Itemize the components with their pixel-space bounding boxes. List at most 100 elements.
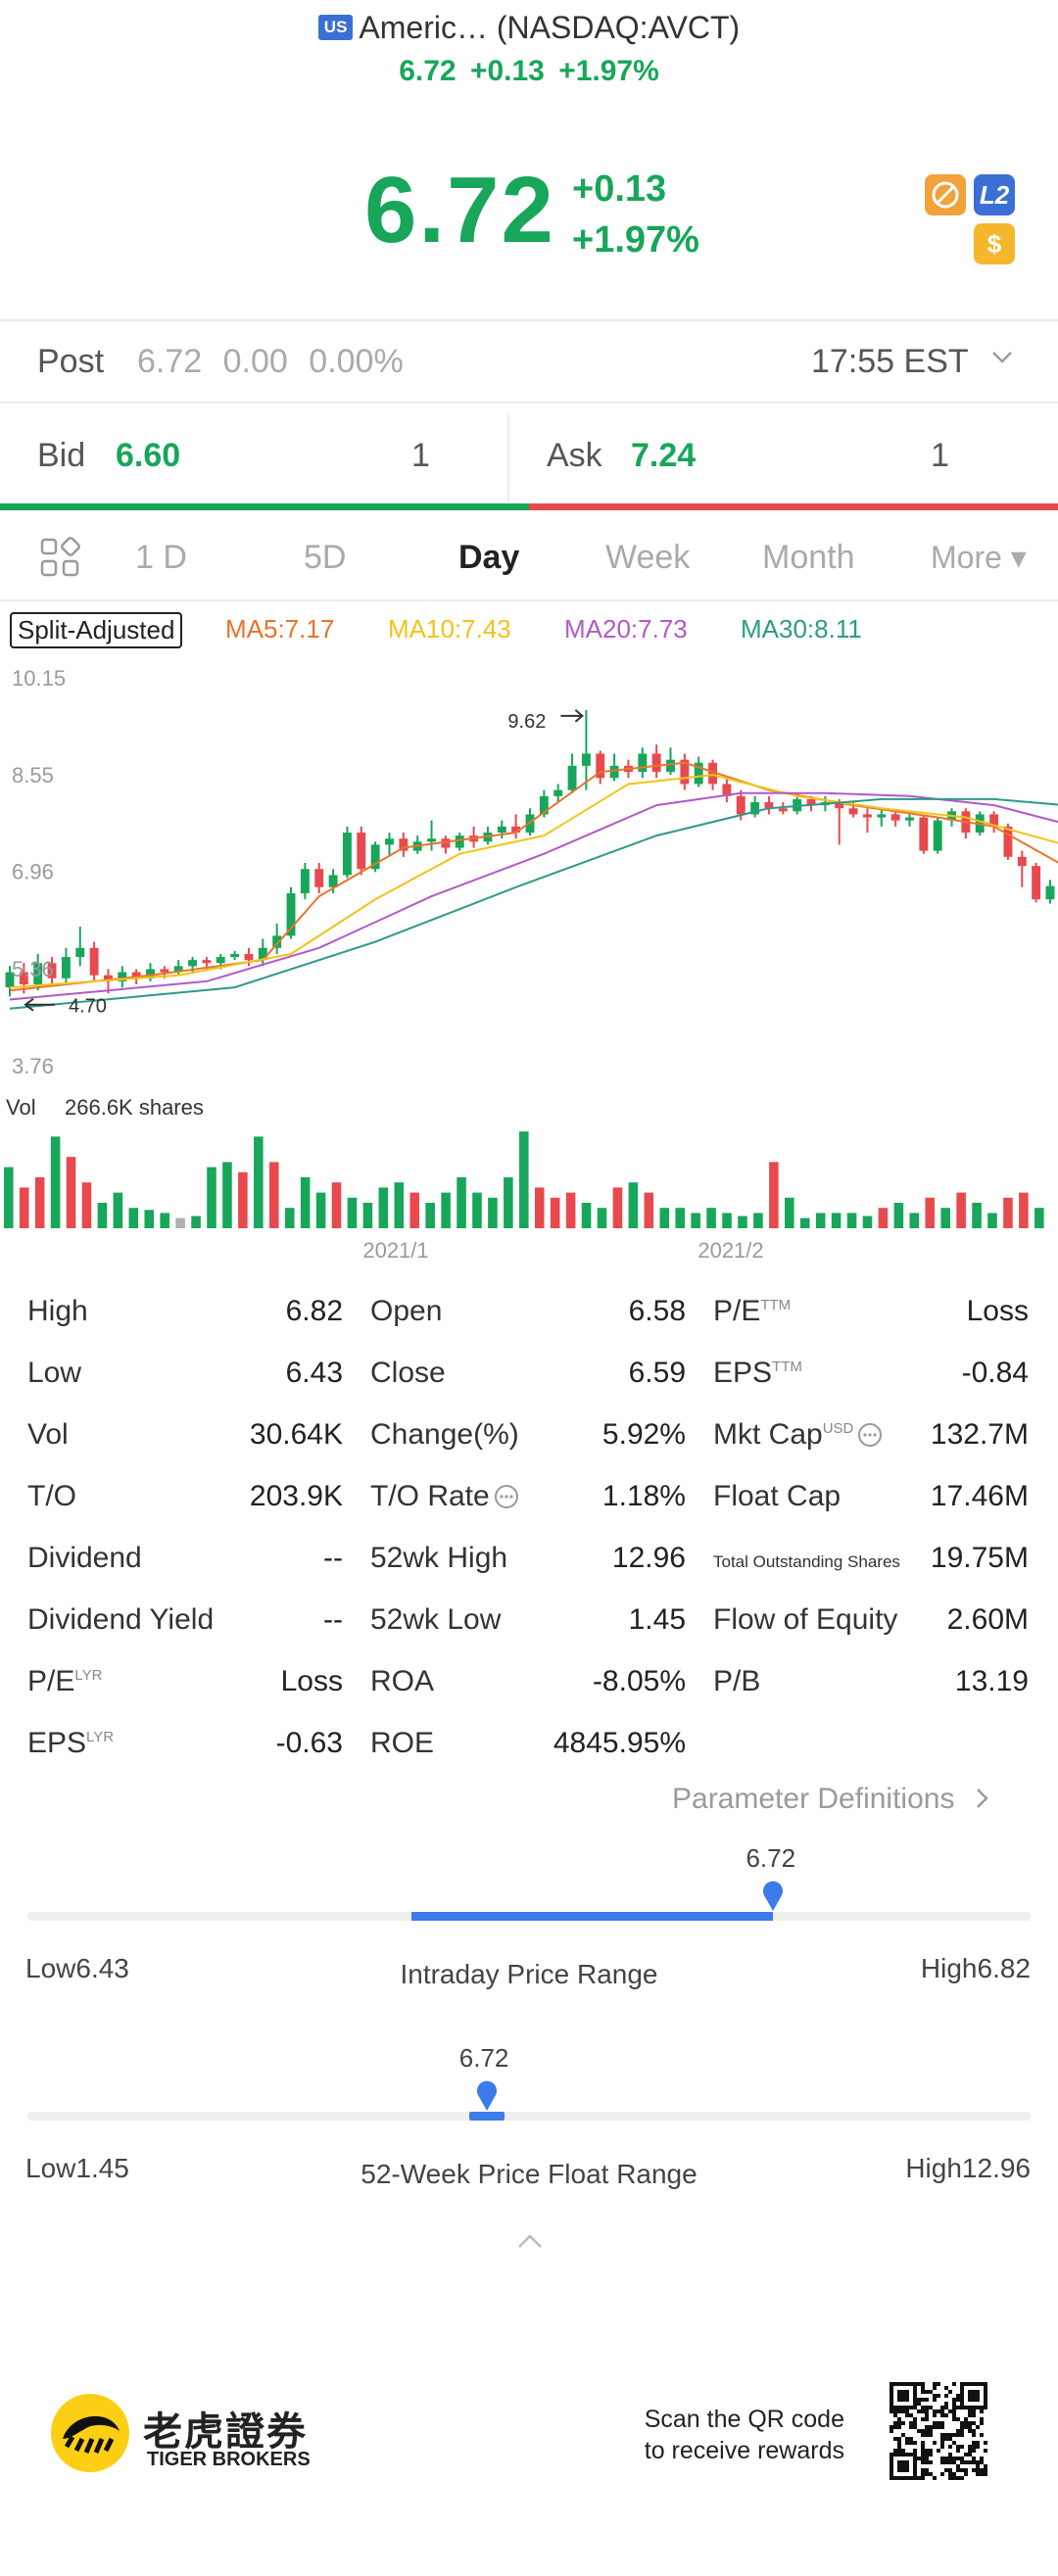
volume-bar [550, 1197, 560, 1228]
candle [877, 814, 887, 818]
candle [539, 795, 549, 815]
stat-value: Loss [280, 1665, 343, 1697]
stat-label: Flow of Equity [713, 1603, 898, 1636]
stat-value: 1.45 [628, 1603, 686, 1636]
candlestick-chart[interactable]: 10.15 8.55 6.96 5.36 3.76 9.62 4.70 Vol 266.6K s… [0, 646, 1058, 1273]
candle [1032, 866, 1041, 900]
candle [778, 808, 788, 812]
tab-week[interactable]: Week [605, 539, 691, 576]
volume-bar [238, 1171, 248, 1228]
stat-label: ROE [370, 1727, 435, 1759]
volume-bar [113, 1192, 123, 1228]
y-tick-label: 5.36 [12, 957, 54, 981]
volume-bar [831, 1213, 842, 1228]
volume-bar [222, 1162, 232, 1228]
volume-bar [956, 1192, 966, 1228]
volume-bar [128, 1208, 139, 1228]
intraday-low: Low6.43 [25, 1953, 129, 1983]
stat-label: Total Outstanding Shares [713, 1552, 900, 1571]
candle [708, 762, 718, 785]
candle [314, 869, 324, 887]
volume-label: Vol [6, 1095, 36, 1120]
tab-1d[interactable]: 1 D [135, 539, 187, 576]
candle [1017, 856, 1027, 867]
tab-month[interactable]: Month [762, 539, 855, 576]
candle [553, 789, 563, 796]
header-price: 6.72 [399, 55, 457, 87]
tab-day[interactable]: Day [458, 539, 520, 576]
candle [933, 820, 942, 851]
post-market-time[interactable]: 17:55 EST [811, 343, 969, 380]
split-adjusted-toggle[interactable]: Split-Adjusted [10, 612, 183, 648]
volume-bar [691, 1213, 700, 1228]
volume-bar [972, 1203, 982, 1228]
post-market-label: Post [37, 343, 105, 380]
candle [258, 947, 267, 961]
candle [61, 957, 71, 978]
volume-bar [284, 1208, 295, 1228]
volume-bar [815, 1213, 826, 1228]
grid-layout-icon[interactable] [39, 537, 80, 578]
bid-size: 1 [411, 437, 430, 474]
candle [104, 975, 113, 981]
bid-strength-bar [0, 503, 529, 510]
volume-bar [862, 1216, 873, 1228]
stock-title[interactable]: US Americ… (NASDAQ:AVCT) [0, 10, 1058, 46]
candle [357, 833, 366, 870]
parameter-definitions-link[interactable]: Parameter Definitions [672, 1783, 992, 1816]
ask-size: 1 [931, 437, 949, 474]
post-pct: 0.00% [309, 343, 404, 380]
stat-value: 4845.95% [553, 1727, 686, 1759]
high-label: 9.62 [507, 711, 546, 733]
volume-bar [628, 1182, 639, 1228]
candle [216, 957, 225, 964]
volume-bar [1034, 1208, 1044, 1228]
header-change: +0.13 [469, 55, 545, 87]
stat-value: Loss [966, 1295, 1029, 1327]
volume-bar [675, 1208, 685, 1228]
candle [835, 802, 844, 809]
location-pin-icon [476, 2080, 497, 2111]
ma-line-ma5 [9, 761, 1058, 992]
chevron-up-icon[interactable] [515, 2231, 545, 2256]
volume-bar [1003, 1197, 1013, 1228]
candle [848, 808, 858, 815]
volume-bar [394, 1182, 405, 1228]
candle [890, 814, 900, 821]
stat-value: -0.63 [275, 1727, 343, 1759]
chevron-down-icon[interactable] [989, 345, 1015, 377]
candle [89, 947, 99, 976]
candle [188, 960, 198, 967]
volume-bar [19, 1187, 29, 1228]
ma-line-ma10 [9, 774, 1058, 989]
intraday-range-title: Intraday Price Range [400, 1959, 658, 1989]
volume-bar [504, 1177, 513, 1228]
volume-bar [769, 1162, 779, 1228]
stat-value: 6.59 [628, 1357, 686, 1389]
more-info-icon[interactable] [857, 1422, 883, 1448]
no-trade-icon-glyph [932, 181, 959, 209]
volume-bar [378, 1187, 389, 1228]
dollar-badge[interactable]: $ [974, 223, 1015, 264]
y-tick-label: 8.55 [12, 763, 54, 787]
candle [919, 817, 929, 851]
volume-bar [347, 1197, 358, 1228]
candle [1045, 885, 1055, 900]
volume-bar [799, 1217, 810, 1228]
bid-label: Bid [37, 437, 86, 474]
ma20-label: MA20:7.73 [564, 614, 688, 644]
volume-bar [160, 1213, 169, 1228]
y-tick-label: 10.15 [12, 666, 66, 691]
x-axis-label: 2021/1 [362, 1238, 428, 1263]
market-badge: US [317, 15, 354, 40]
tab-more[interactable]: More ▾ [931, 540, 1027, 575]
tab-5d[interactable]: 5D [304, 539, 347, 576]
more-info-icon[interactable] [494, 1484, 519, 1509]
candle [581, 753, 591, 766]
bid-price: 6.60 [116, 437, 181, 474]
x-axis-label: 2021/2 [697, 1238, 763, 1263]
level2-badge[interactable]: L2 [974, 174, 1015, 215]
no-trade-icon[interactable] [925, 174, 966, 215]
candle [244, 953, 254, 961]
volume-bar [362, 1203, 373, 1228]
